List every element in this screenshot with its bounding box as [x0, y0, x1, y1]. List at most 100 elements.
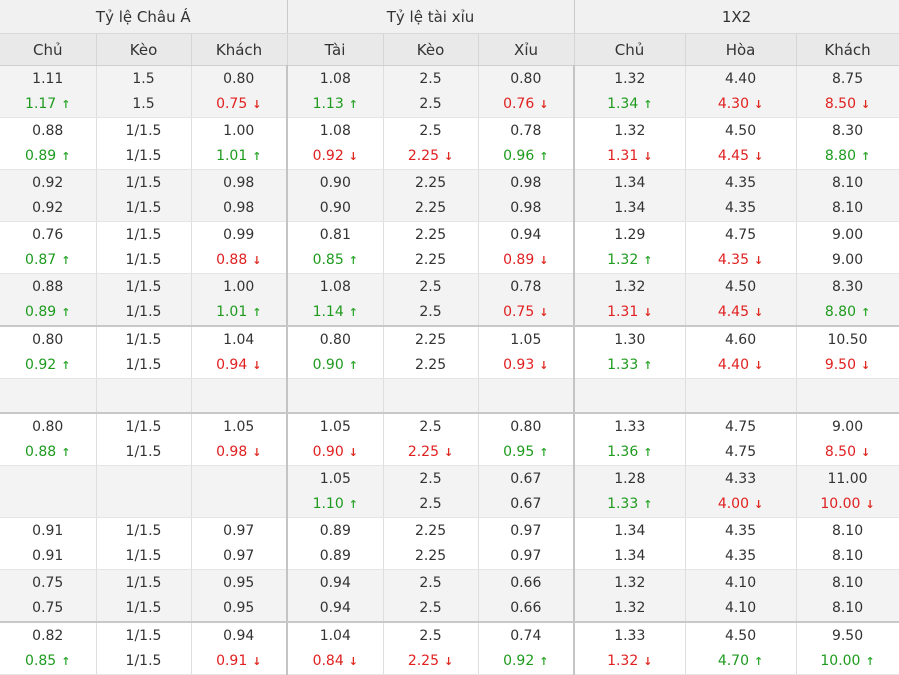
odds-value: 1.36	[607, 443, 639, 460]
current-odds: 2.5	[384, 596, 478, 621]
current-odds: 8.50 ↓	[797, 92, 899, 117]
odds-cell: 1.05 0.93 ↓	[478, 326, 576, 379]
odds-cell: 4.33 4.00 ↓	[685, 465, 797, 518]
odds-value: 0.80	[510, 70, 542, 87]
odds-value: 8.10	[831, 522, 864, 539]
odds-value: 0.76	[32, 226, 64, 243]
odds-value: 0.78	[510, 278, 542, 295]
odds-cell	[796, 378, 899, 414]
current-odds: 0.95	[192, 596, 286, 621]
opening-odds: 4.60	[686, 328, 796, 353]
current-odds: 2.5	[384, 300, 478, 325]
odds-cell: 0.99 0.88 ↓	[191, 221, 289, 274]
arrow-down-icon: ↓	[754, 305, 764, 319]
current-odds: 0.85 ↑	[288, 248, 382, 273]
odds-value: 1.31	[607, 147, 639, 164]
arrow-down-icon: ↓	[643, 149, 653, 163]
current-odds: 1.01 ↑	[192, 300, 286, 325]
odds-cell: 1.33 1.36 ↑	[574, 413, 686, 466]
odds-value: 1.33	[614, 627, 646, 644]
odds-value: 2.5	[419, 627, 442, 644]
odds-value: 0.92	[32, 174, 64, 191]
odds-value: 9.50	[831, 627, 864, 644]
odds-value: 0.75	[32, 599, 64, 616]
odds-value: 1.34	[614, 522, 646, 539]
odds-cell	[191, 378, 289, 414]
odds-value: 1.5	[132, 70, 155, 87]
opening-odds: 8.10	[797, 519, 899, 544]
current-odds: 4.45 ↓	[686, 144, 796, 169]
odds-value: 2.5	[419, 599, 442, 616]
opening-odds: 2.5	[384, 415, 478, 440]
opening-odds: 1.00	[192, 119, 286, 144]
odds-value: 8.10	[831, 199, 864, 216]
opening-odds: 1.32	[575, 119, 684, 144]
col-header-away-win: Khách	[796, 33, 899, 66]
odds-cell	[287, 378, 384, 414]
opening-odds: 4.10	[686, 571, 796, 596]
current-odds: 0.91 ↓	[192, 649, 286, 674]
odds-cell: 1/1.5 1/1.5	[96, 169, 192, 222]
odds-cell: 1.05 0.90 ↓	[287, 413, 384, 466]
odds-value: 4.10	[724, 599, 757, 616]
opening-odds: 0.80	[479, 67, 573, 92]
opening-odds: 1.11	[0, 67, 95, 92]
group-header-over-under: Tỷ lệ tài xỉu	[287, 0, 575, 34]
odds-cell: 1.08 1.14 ↑	[287, 273, 384, 327]
odds-cell	[96, 378, 192, 414]
odds-cell: 8.30 8.80 ↑	[796, 117, 899, 170]
opening-odds: 1.30	[575, 328, 684, 353]
odds-cell: 0.76 0.87 ↑	[0, 221, 97, 274]
odds-value: 0.89	[25, 147, 57, 164]
opening-odds: 1/1.5	[97, 171, 191, 196]
odds-value: 0.80	[32, 418, 64, 435]
odds-value: 2.25	[407, 147, 439, 164]
odds-cell: 0.94 0.91 ↓	[191, 622, 289, 675]
odds-cell: 1.08 1.13 ↑	[287, 65, 384, 118]
odds-value: 2.5	[419, 278, 442, 295]
odds-value: 0.88	[216, 251, 248, 268]
odds-value: 0.75	[503, 303, 535, 320]
odds-value: 1.00	[223, 122, 255, 139]
odds-value: 9.50	[824, 356, 856, 373]
arrow-up-icon: ↑	[643, 497, 653, 511]
odds-cell: 1.05 0.98 ↓	[191, 413, 289, 466]
table-row: 1.11 1.17 ↑ 1.5 1.5 0.80 0.75 ↓ 1.08 1.13 ↑ 2.5 2.5 0…	[0, 65, 899, 118]
arrow-down-icon: ↓	[643, 305, 653, 319]
arrow-down-icon: ↓	[539, 358, 549, 372]
odds-value: 1.01	[216, 303, 248, 320]
odds-value: 0.98	[510, 174, 542, 191]
opening-odds: 1.32	[575, 67, 684, 92]
odds-value: 2.25	[414, 547, 447, 564]
odds-value: 4.30	[717, 95, 749, 112]
arrow-up-icon: ↑	[61, 149, 71, 163]
opening-odds: 4.40	[686, 67, 796, 92]
odds-value: 1/1.5	[125, 147, 162, 164]
odds-value: 0.94	[319, 574, 351, 591]
current-odds: 10.00 ↑	[797, 649, 899, 674]
opening-odds: 1.05	[288, 415, 382, 440]
opening-odds: 1.33	[575, 415, 684, 440]
current-odds: 1/1.5	[97, 596, 191, 621]
opening-odds: 0.81	[288, 223, 382, 248]
odds-cell: 0.67 0.67	[478, 465, 576, 518]
current-odds: 4.70 ↑	[686, 649, 796, 674]
column-header-row: Chủ Kèo Khách Tài Kèo Xỉu Chủ Hòa Khách	[0, 33, 899, 66]
odds-value: 2.5	[419, 574, 442, 591]
odds-cell	[685, 378, 797, 414]
opening-odds: 1.33	[575, 624, 684, 649]
opening-odds: 0.97	[479, 519, 573, 544]
arrow-down-icon: ↓	[865, 497, 875, 511]
odds-cell: 0.98 0.98	[191, 169, 289, 222]
opening-odds: 4.50	[686, 275, 796, 300]
odds-value: 8.10	[831, 174, 864, 191]
odds-body: 1.11 1.17 ↑ 1.5 1.5 0.80 0.75 ↓ 1.08 1.13 ↑ 2.5 2.5 0…	[0, 65, 899, 675]
odds-value: 1.28	[614, 470, 646, 487]
odds-cell	[191, 465, 289, 518]
odds-value: 4.40	[724, 70, 757, 87]
odds-value: 1.00	[223, 278, 255, 295]
odds-cell: 0.80 0.95 ↑	[478, 413, 576, 466]
current-odds: 0.92 ↓	[288, 144, 382, 169]
current-odds: 0.97	[479, 544, 573, 569]
current-odds: 1/1.5	[97, 196, 191, 221]
